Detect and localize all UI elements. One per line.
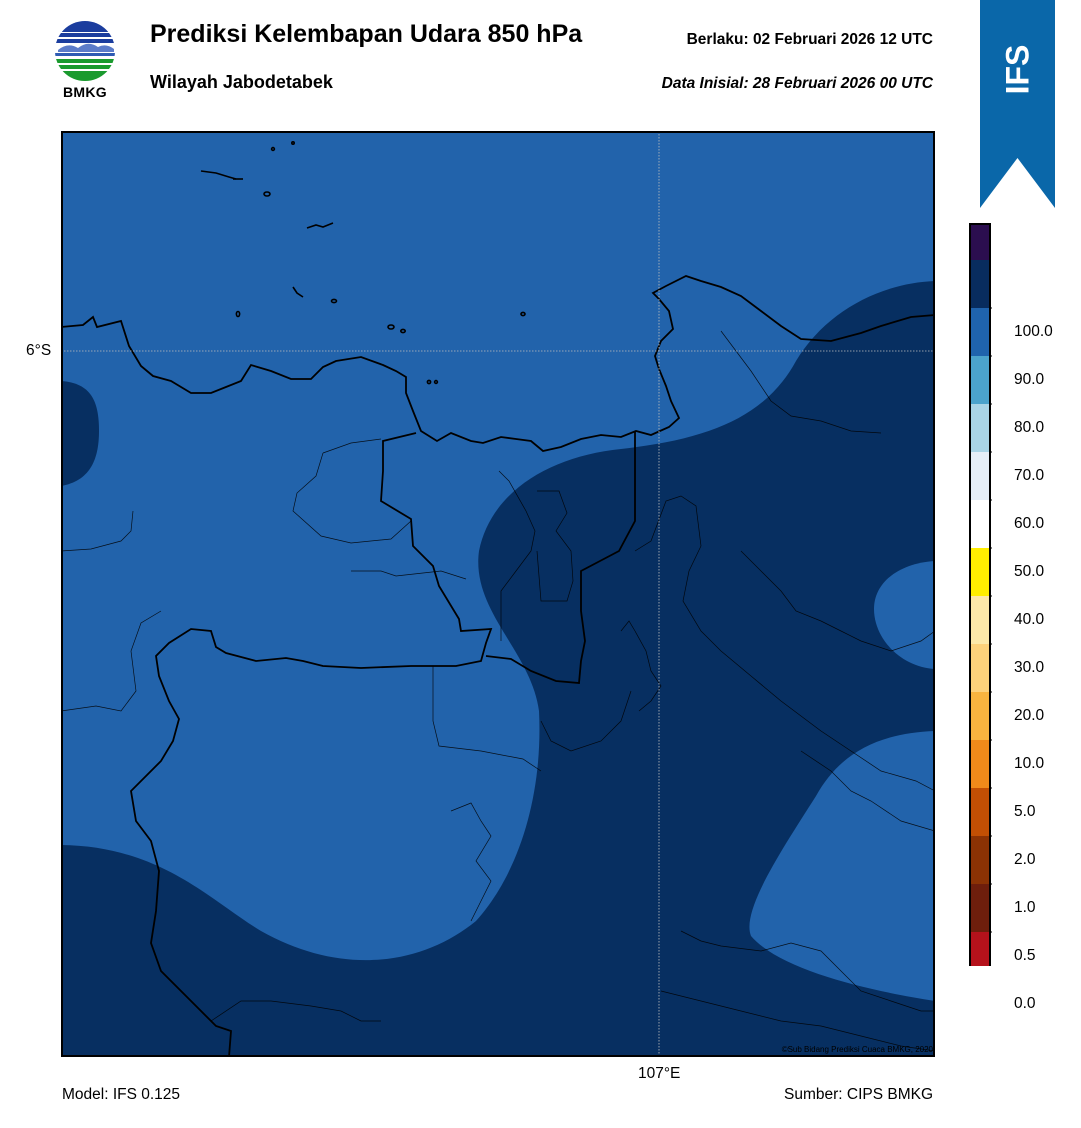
ribbon-label: IFS xyxy=(980,38,1055,100)
colorbar-segment xyxy=(970,836,990,884)
colorbar-segment xyxy=(970,308,990,356)
colorbar-tick-label: 20.0 xyxy=(1014,707,1045,724)
colorbar-segment xyxy=(970,548,990,596)
colorbar-segment xyxy=(970,932,990,966)
colorbar-segment xyxy=(970,788,990,836)
colorbar-tick-label: 100.0 xyxy=(1014,323,1053,340)
colorbar-segment xyxy=(970,644,990,692)
logo-text: BMKG xyxy=(63,84,107,100)
colorbar-segment xyxy=(970,356,990,404)
colorbar-border xyxy=(969,223,991,966)
initial-time: Data Inisial: 28 Februari 2026 00 UTC xyxy=(661,75,933,92)
valid-time: Berlaku: 02 Februari 2026 12 UTC xyxy=(686,31,933,48)
lat-label: 6°S xyxy=(26,342,52,359)
province-boundary-east xyxy=(485,431,636,684)
colorbar-tick-label: 2.0 xyxy=(1014,851,1036,868)
colorbar-tick-label: 0.0 xyxy=(1014,995,1036,1012)
lon-label: 107°E xyxy=(638,1065,681,1082)
colorbar-segment xyxy=(970,224,990,260)
colorbar-segment xyxy=(970,260,990,308)
map-title: Prediksi Kelembapan Udara 850 hPa xyxy=(150,20,583,48)
colorbar-segment xyxy=(970,596,990,644)
humidity-90-100-region-west xyxy=(61,381,99,486)
coastline-north xyxy=(61,275,935,452)
colorbar-tick-label: 1.0 xyxy=(1014,899,1036,916)
bmkg-logo: BMKG xyxy=(52,20,118,104)
colorbar-segment xyxy=(970,884,990,932)
source-label: Sumber: CIPS BMKG xyxy=(783,1086,933,1103)
humidity-map: ©Sub Bidang Prediksi Cuaca BMKG, 2020 xyxy=(61,131,935,1057)
humidity-colorbar xyxy=(969,223,992,966)
colorbar-tick-label: 5.0 xyxy=(1014,803,1036,820)
thousand-islands xyxy=(200,141,526,385)
humidity-90-100-region-east xyxy=(61,281,935,1057)
colorbar-segment xyxy=(970,500,990,548)
colorbar-segment xyxy=(970,692,990,740)
colorbar-tick-label: 10.0 xyxy=(1014,755,1045,772)
district-boundaries xyxy=(61,330,935,1052)
colorbar-segment xyxy=(970,452,990,500)
humidity-80-90-blob-southeast xyxy=(749,731,935,1001)
ribbon-text: IFS xyxy=(999,44,1035,94)
ifs-ribbon xyxy=(980,0,1055,208)
colorbar-segment xyxy=(970,404,990,452)
colorbar-tick-label: 0.5 xyxy=(1014,947,1036,964)
humidity-80-90-blob-east xyxy=(874,561,935,669)
colorbar-tick-label: 30.0 xyxy=(1014,659,1045,676)
colorbar-tick-label: 70.0 xyxy=(1014,467,1045,484)
colorbar-tick-label: 60.0 xyxy=(1014,515,1045,532)
colorbar-segment xyxy=(970,740,990,788)
coastline-west-south xyxy=(130,432,493,1057)
map-copyright: ©Sub Bidang Prediksi Cuaca BMKG, 2020 xyxy=(782,1045,934,1054)
map-subtitle: Wilayah Jabodetabek xyxy=(150,72,333,92)
colorbar-tick-label: 50.0 xyxy=(1014,563,1045,580)
colorbar-tick-label: 90.0 xyxy=(1014,371,1045,388)
bmkg-emblem-icon xyxy=(55,21,115,81)
colorbar-tick-label: 80.0 xyxy=(1014,419,1045,436)
model-label: Model: IFS 0.125 xyxy=(62,1086,181,1103)
colorbar-tick-label: 40.0 xyxy=(1014,611,1045,628)
